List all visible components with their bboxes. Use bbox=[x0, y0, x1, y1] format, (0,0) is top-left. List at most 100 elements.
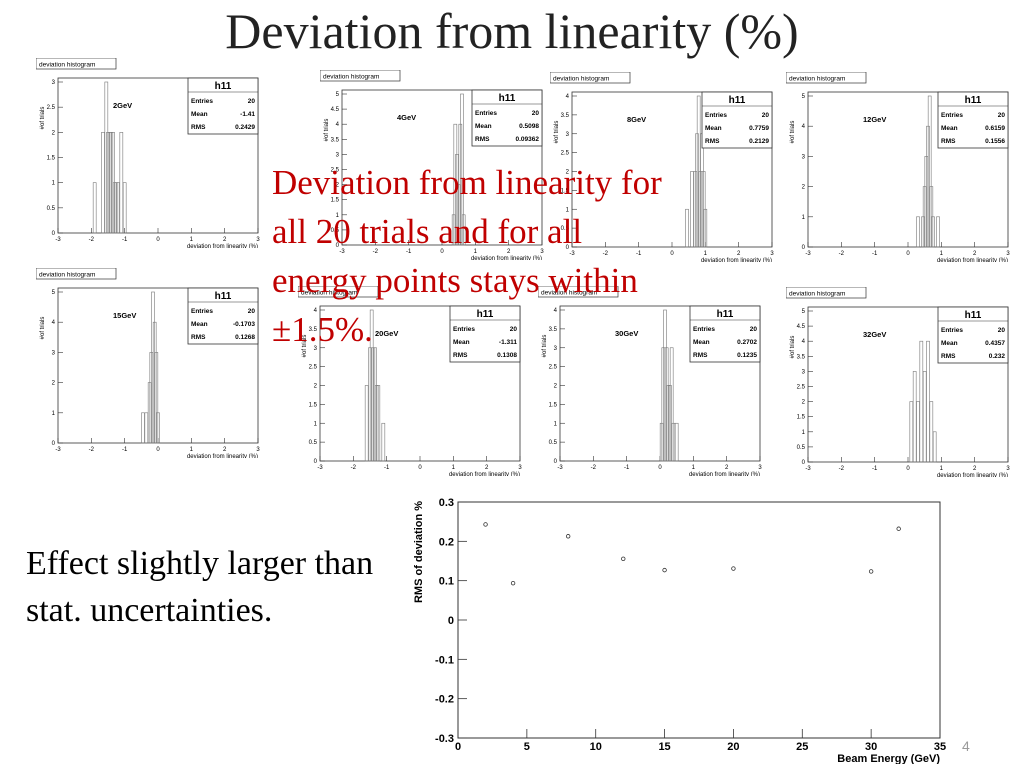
data-point bbox=[510, 580, 516, 586]
histogram-panel: deviation histogram #of trials 0 1 2 3 4 5 -3 -2 -… bbox=[36, 268, 266, 458]
y-tick-label: 1.5 bbox=[309, 402, 318, 408]
x-axis-label: Beam Energy (GeV) bbox=[837, 753, 940, 764]
histogram-bin bbox=[909, 401, 914, 463]
x-tick-label: 2 bbox=[737, 251, 741, 257]
x-tick-label: 1 bbox=[190, 237, 194, 243]
stats-label: Mean bbox=[705, 125, 722, 132]
y-tick-label: 3.5 bbox=[561, 113, 570, 119]
y-tick-label: 4 bbox=[802, 124, 806, 130]
stats-value: 0.7759 bbox=[749, 125, 769, 132]
histogram-panel: deviation histogram #of trials 0 1 2 3 4 5 -3 -2 -… bbox=[786, 72, 1016, 262]
x-tick-label: 3 bbox=[758, 465, 762, 471]
energy-label: 32GeV bbox=[863, 330, 886, 339]
stats-value: 0.1308 bbox=[497, 352, 517, 359]
frame-title-box bbox=[36, 58, 117, 70]
x-axis-label: deviation from linearity (%) bbox=[449, 472, 520, 476]
stats-label: Entries bbox=[191, 98, 213, 105]
stats-box bbox=[689, 305, 761, 363]
x-tick-label: 0 bbox=[418, 465, 422, 471]
y-tick-label: 0.2 bbox=[439, 536, 454, 548]
stats-value: 0.09362 bbox=[516, 136, 540, 143]
stats-label: Entries bbox=[941, 327, 963, 334]
x-tick-label: -2 bbox=[591, 465, 597, 471]
y-tick-label: 2 bbox=[554, 384, 558, 390]
x-tick-label: 5 bbox=[524, 741, 530, 753]
x-tick-label: 1 bbox=[452, 465, 456, 471]
stats-label: RMS bbox=[705, 138, 720, 145]
y-tick-label: 1 bbox=[336, 213, 340, 219]
frame-title: deviation histogram bbox=[553, 76, 609, 83]
y-tick-label: 2.5 bbox=[549, 365, 558, 371]
x-tick-label: 3 bbox=[770, 251, 774, 257]
histogram-bin bbox=[671, 422, 676, 462]
energy-label: 8GeV bbox=[627, 115, 646, 124]
y-tick-label: 0.5 bbox=[797, 445, 806, 451]
y-tick-label: 3.5 bbox=[549, 327, 558, 333]
histogram-bin bbox=[931, 216, 935, 248]
x-tick-label: 15 bbox=[658, 741, 670, 753]
data-point bbox=[483, 522, 488, 527]
histogram-svg: deviation histogram #of trials 0 0.5 1 1.5 2 2.… bbox=[538, 286, 762, 476]
stats-label: Mean bbox=[191, 111, 208, 118]
histogram-bin bbox=[919, 340, 924, 463]
stats-label: Entries bbox=[453, 326, 475, 333]
stats-label: Entries bbox=[693, 326, 715, 333]
y-tick-label: 1 bbox=[554, 421, 558, 427]
y-tick-label: 4 bbox=[336, 122, 340, 128]
x-tick-label: 0 bbox=[156, 237, 160, 243]
y-tick-label: 2 bbox=[52, 381, 56, 387]
x-tick-label: -3 bbox=[55, 237, 61, 243]
x-tick-label: 0 bbox=[440, 249, 444, 255]
stats-label: RMS bbox=[191, 124, 206, 131]
stats-box bbox=[937, 91, 1009, 149]
y-tick-label: 3 bbox=[52, 350, 56, 356]
y-tick-label: 2.5 bbox=[331, 168, 340, 174]
x-tick-label: 2 bbox=[485, 465, 489, 471]
y-tick-label: -0.2 bbox=[435, 694, 454, 706]
y-tick-label: 4.5 bbox=[331, 107, 340, 113]
histogram-bin bbox=[932, 431, 937, 463]
y-axis-label: #of trials bbox=[40, 107, 46, 130]
x-tick-label: 2 bbox=[223, 447, 227, 453]
y-tick-label: 2 bbox=[52, 130, 56, 136]
histogram-bin bbox=[922, 371, 927, 463]
x-tick-label: 1 bbox=[190, 447, 194, 453]
histogram-bin bbox=[461, 214, 466, 246]
y-tick-label: 3 bbox=[802, 154, 806, 160]
frame-title: deviation histogram bbox=[541, 290, 597, 297]
stats-value: 20 bbox=[248, 98, 256, 105]
stats-title: h11 bbox=[215, 81, 232, 92]
stats-label: Entries bbox=[191, 308, 213, 315]
stats-value: 0.1268 bbox=[235, 334, 255, 341]
x-tick-label: 20 bbox=[727, 741, 739, 753]
x-tick-label: 0 bbox=[906, 251, 910, 257]
stats-label: RMS bbox=[693, 352, 708, 359]
stats-box bbox=[187, 77, 259, 135]
stats-value: -0.1703 bbox=[233, 321, 255, 328]
y-tick-label: 0 bbox=[802, 245, 806, 251]
x-tick-label: 3 bbox=[1006, 251, 1010, 257]
frame-title: deviation histogram bbox=[789, 291, 845, 298]
data-point bbox=[731, 566, 736, 571]
y-tick-label: 2 bbox=[566, 170, 570, 176]
stats-label: Mean bbox=[693, 339, 710, 346]
stats-title: h11 bbox=[477, 309, 494, 320]
stats-value: 0.6159 bbox=[985, 125, 1005, 132]
stats-label: Mean bbox=[475, 123, 492, 130]
x-tick-label: 30 bbox=[865, 741, 877, 753]
y-tick-label: 4 bbox=[802, 339, 806, 345]
x-tick-label: 1 bbox=[940, 466, 944, 472]
y-tick-label: 3 bbox=[336, 152, 340, 158]
data-point bbox=[565, 534, 571, 539]
x-axis-label: deviation from linearity (%) bbox=[701, 258, 772, 262]
y-tick-label: 3.5 bbox=[309, 327, 318, 333]
y-tick-label: 1 bbox=[802, 215, 806, 221]
x-tick-label: -1 bbox=[872, 466, 878, 472]
energy-label: 12GeV bbox=[863, 115, 886, 124]
plot-frame bbox=[457, 501, 941, 739]
y-tick-label: 5 bbox=[802, 309, 806, 315]
histogram-panel: deviation histogram #of trials 0 0.5 1 1.5 2 2.… bbox=[320, 70, 550, 260]
histogram-bin bbox=[690, 171, 694, 248]
histogram-panel: deviation histogram #of trials 0 0.5 1 1.5 2 2.… bbox=[550, 72, 780, 262]
y-tick-label: 4 bbox=[566, 94, 570, 100]
